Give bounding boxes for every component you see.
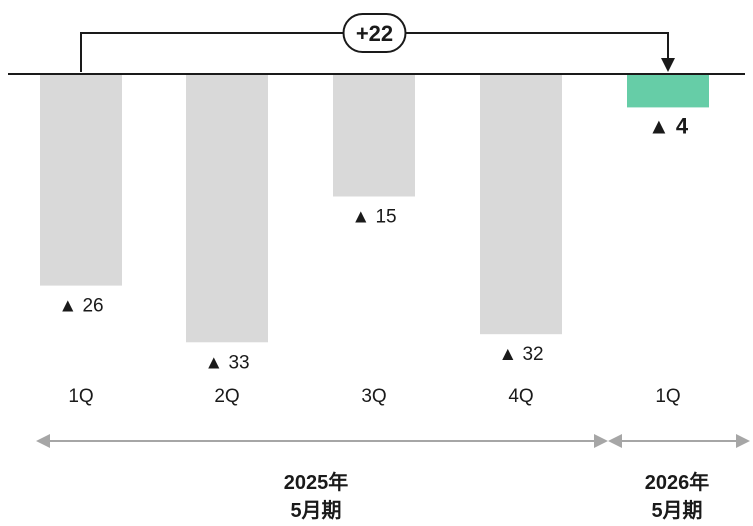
period-arrowhead-right-2 xyxy=(736,434,750,448)
bracket-arrowhead xyxy=(661,58,675,72)
period-arrowhead-right-1 xyxy=(594,434,608,448)
bars-group xyxy=(40,75,709,343)
value-label-5: ▲ 4 xyxy=(648,113,689,138)
delta-pill xyxy=(342,13,407,53)
period-label-line: 2025年 xyxy=(284,470,349,494)
bar-3 xyxy=(333,75,415,197)
category-label-4: 4Q xyxy=(508,386,533,407)
period-arrowhead-left-1 xyxy=(36,434,50,448)
bar-2 xyxy=(186,75,268,343)
period-label-line: 5月期 xyxy=(290,499,341,522)
period-label-line: 5月期 xyxy=(651,499,702,522)
value-labels-group: ▲ 26 ▲ 33 ▲ 15 ▲ 32 ▲ 4 xyxy=(58,113,688,373)
value-label-4: ▲ 32 xyxy=(498,344,543,365)
period-label-2: 2026年 5月期 xyxy=(645,470,710,522)
category-label-3: 3Q xyxy=(361,386,386,407)
period-label-1: 2025年 5月期 xyxy=(284,470,349,522)
delta-label: +22 xyxy=(356,21,393,46)
bar-1 xyxy=(40,75,122,286)
category-label-2: 2Q xyxy=(214,386,239,407)
category-label-1: 1Q xyxy=(68,386,93,407)
period-label-line: 2026年 xyxy=(645,470,710,494)
category-label-5: 1Q xyxy=(655,386,680,407)
bar-5 xyxy=(627,75,709,108)
comparison-bracket: +22 xyxy=(80,13,675,72)
value-label-1: ▲ 26 xyxy=(58,296,103,317)
period-arrowhead-left-2 xyxy=(608,434,622,448)
bar-4 xyxy=(480,75,562,335)
category-labels-group: 1Q 2Q 3Q 4Q 1Q xyxy=(68,386,680,407)
value-label-2: ▲ 33 xyxy=(204,352,249,373)
period-arrows-group: 2025年 5月期 2026年 5月期 xyxy=(36,434,750,522)
value-label-3: ▲ 15 xyxy=(351,207,396,228)
